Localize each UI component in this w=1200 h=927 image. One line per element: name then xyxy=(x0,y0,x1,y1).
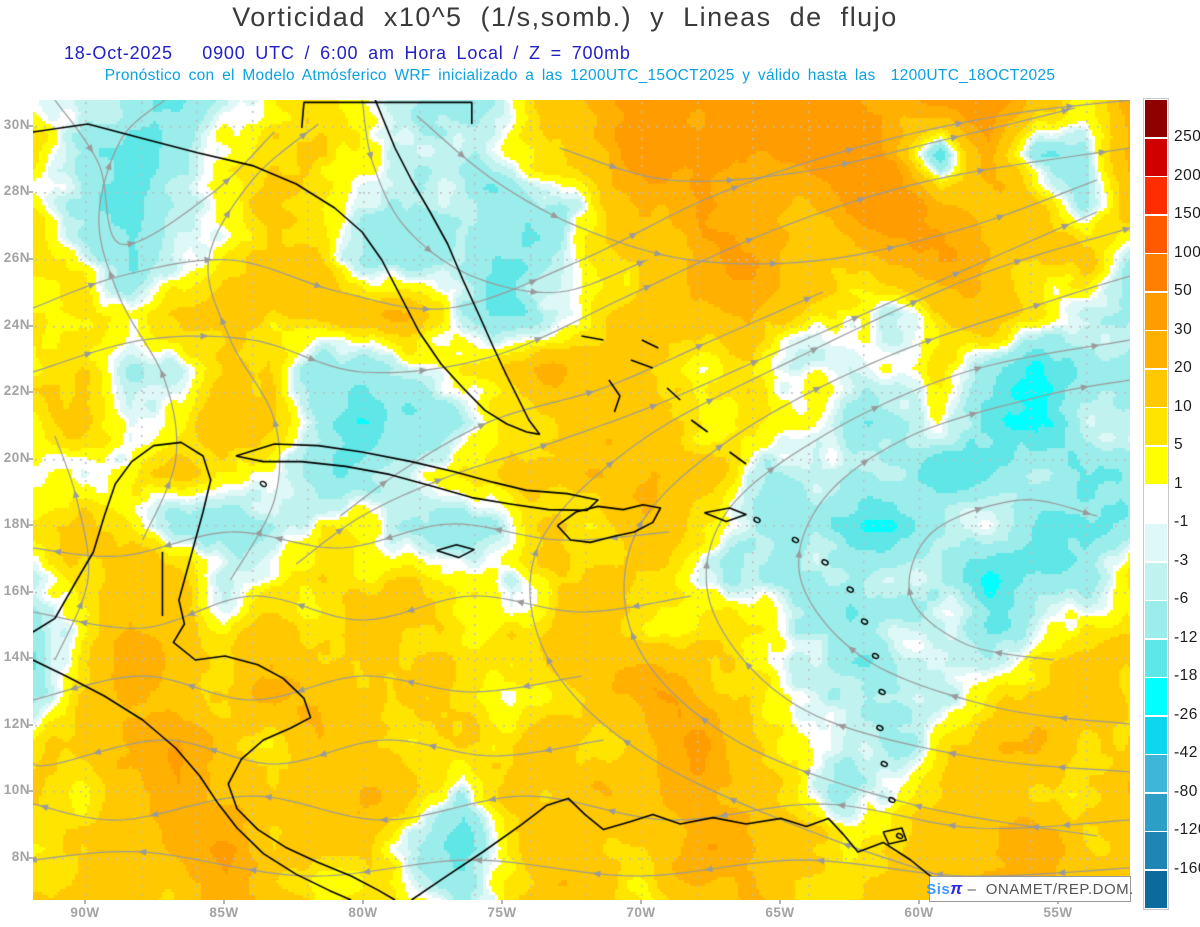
lat-tick xyxy=(28,191,33,194)
colorbar-tick-label: -12 xyxy=(1174,628,1198,646)
colorbar-segment xyxy=(1145,292,1167,330)
lat-label: 10N xyxy=(3,782,30,798)
lon-tick xyxy=(362,900,364,904)
lat-label: 20N xyxy=(3,449,30,465)
lat-tick xyxy=(28,590,33,593)
colorbar-tick-label: -42 xyxy=(1174,744,1198,762)
colorbar-segment xyxy=(1145,755,1167,793)
lat-tick xyxy=(28,324,33,327)
colorbar-segment xyxy=(1145,138,1167,176)
lat-tick xyxy=(28,657,33,660)
colorbar-segment xyxy=(1145,215,1167,253)
colorbar-tick-label: 20 xyxy=(1174,359,1193,377)
lat-label: 24N xyxy=(3,316,30,332)
lat-label: 14N xyxy=(3,649,30,665)
lat-label: 16N xyxy=(3,582,30,598)
lat-tick xyxy=(28,723,33,726)
colorbar-tick-label: 50 xyxy=(1174,282,1193,300)
lon-tick xyxy=(1057,900,1059,904)
lat-tick xyxy=(28,790,33,793)
lon-label: 80W xyxy=(348,905,378,920)
lat-label: 12N xyxy=(3,715,30,731)
colorbar-segment xyxy=(1145,793,1167,831)
colorbar-tick-label: 1 xyxy=(1174,474,1184,492)
colorbar-tick-label: 250 xyxy=(1174,128,1200,146)
colorbar-tick-label: -120 xyxy=(1174,821,1200,839)
colorbar-segment xyxy=(1145,485,1167,523)
colorbar-segment xyxy=(1145,408,1167,446)
lon-label: 70W xyxy=(626,905,656,920)
colorbar-tick-label: 5 xyxy=(1174,436,1184,454)
colorbar-segment xyxy=(1145,562,1167,600)
colorbar-tick-label: -18 xyxy=(1174,667,1198,685)
lat-tick xyxy=(28,457,33,460)
map-plot-area xyxy=(33,100,1130,900)
lon-label: 85W xyxy=(209,905,239,920)
lon-label: 75W xyxy=(487,905,517,920)
colorbar-tick-label: 150 xyxy=(1174,205,1200,223)
colorbar-tick-label: 10 xyxy=(1174,397,1193,415)
lat-tick xyxy=(28,524,33,527)
lon-label: 90W xyxy=(70,905,100,920)
vorticity-streamline-canvas xyxy=(33,100,1130,900)
lat-label: 30N xyxy=(3,116,30,132)
colorbar-tick-label: 100 xyxy=(1174,243,1200,261)
colorbar-tick-label: 30 xyxy=(1174,320,1193,338)
colorbar-tick-label: -160 xyxy=(1174,859,1200,877)
colorbar-segment xyxy=(1145,639,1167,677)
lon-tick xyxy=(501,900,503,904)
lat-tick xyxy=(28,124,33,127)
subtitle-datetime: 18-Oct-2025 0900 UTC / 6:00 am Hora Loca… xyxy=(64,43,631,63)
lat-tick xyxy=(28,258,33,261)
branding-box: Sis π – ONAMET/REP.DOM. xyxy=(926,876,1134,902)
lon-tick xyxy=(640,900,642,904)
colorbar-segment xyxy=(1145,331,1167,369)
lat-label: 22N xyxy=(3,383,30,399)
colorbar-tick-label: -3 xyxy=(1174,551,1189,569)
colorbar-tick-label: 200 xyxy=(1174,166,1200,184)
lat-label: 26N xyxy=(3,250,30,266)
lat-label: 28N xyxy=(3,183,30,199)
colorbar-segment xyxy=(1145,601,1167,639)
colorbar-segment xyxy=(1145,446,1167,484)
lon-tick xyxy=(84,900,86,904)
colorbar-segment xyxy=(1145,177,1167,215)
logo-pi-icon: π xyxy=(950,879,963,898)
logo-dash: – xyxy=(962,880,986,898)
colorbar-tick-label: -26 xyxy=(1174,705,1198,723)
subtitle-model-info: Pronóstico con el Modelo Atmósferico WRF… xyxy=(104,67,1056,84)
colorbar-segment xyxy=(1145,524,1167,562)
logo-org-text: ONAMET/REP.DOM. xyxy=(985,880,1134,898)
lat-tick xyxy=(28,856,33,859)
page-title: Vorticidad x10^5 (1/s,somb.) y Lineas de… xyxy=(232,2,898,32)
lon-label: 55W xyxy=(1043,905,1073,920)
lat-label: 8N xyxy=(11,848,30,864)
lon-tick xyxy=(223,900,225,904)
lon-tick xyxy=(918,900,920,904)
lon-label: 60W xyxy=(904,905,934,920)
logo-sis-text: Sis xyxy=(926,880,951,898)
colorbar-segment xyxy=(1145,870,1167,908)
colorbar-tick-label: -80 xyxy=(1174,782,1198,800)
colorbar-segment xyxy=(1145,100,1167,138)
colorbar-segment xyxy=(1145,678,1167,716)
colorbar-segment xyxy=(1145,369,1167,407)
lat-tick xyxy=(28,391,33,394)
colorbar-segment xyxy=(1145,716,1167,754)
lon-label: 65W xyxy=(765,905,795,920)
colorbar-tick-label: -1 xyxy=(1174,513,1189,531)
colorbar-segment xyxy=(1145,832,1167,870)
colorbar-tick-label: -6 xyxy=(1174,590,1189,608)
lat-label: 18N xyxy=(3,516,30,532)
colorbar xyxy=(1143,98,1169,910)
colorbar-segment xyxy=(1145,254,1167,292)
lon-tick xyxy=(779,900,781,904)
